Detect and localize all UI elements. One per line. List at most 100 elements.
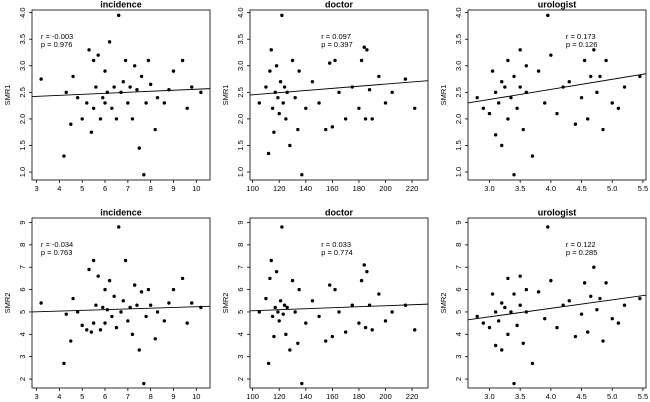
point — [604, 58, 608, 63]
point — [573, 334, 578, 339]
y-tick-label: 6 — [454, 287, 463, 291]
point — [362, 263, 366, 267]
point — [567, 80, 571, 84]
point — [130, 332, 135, 337]
panel-title: urologist — [538, 0, 577, 9]
y-tick-label: 5 — [454, 310, 463, 314]
x-tick-label: 160 — [326, 392, 339, 401]
point — [277, 319, 281, 323]
point — [62, 154, 66, 158]
point — [144, 314, 148, 319]
y-tick-label: 3.5 — [236, 34, 245, 44]
point — [155, 95, 160, 100]
y-axis-title: SMR1 — [3, 85, 12, 106]
point — [383, 319, 388, 323]
x-tick-label: 9 — [171, 184, 175, 193]
point — [300, 172, 304, 177]
point — [71, 296, 75, 301]
y-tick-label: 1.5 — [18, 140, 27, 150]
point — [190, 85, 194, 89]
annotation: p = 0.763 — [41, 248, 73, 257]
x-tick-label: 220 — [406, 184, 419, 193]
point — [500, 80, 504, 84]
point — [549, 278, 553, 283]
point — [383, 101, 388, 105]
point — [506, 117, 510, 121]
y-tick-label: 2.5 — [454, 87, 463, 97]
point — [103, 101, 107, 105]
y-tick-label: 1.0 — [454, 167, 463, 177]
point — [119, 310, 123, 314]
point — [278, 299, 283, 303]
point — [521, 341, 525, 345]
point — [601, 339, 605, 343]
point — [162, 101, 167, 105]
point — [370, 117, 374, 121]
point — [171, 287, 176, 292]
point — [112, 294, 116, 298]
y-tick-label: 1.5 — [236, 140, 245, 150]
point — [272, 334, 276, 339]
point — [126, 101, 130, 105]
plot-frame — [467, 9, 647, 181]
trend-line — [467, 73, 647, 104]
trend-line — [249, 303, 429, 312]
point — [94, 85, 98, 89]
point — [350, 303, 354, 307]
y-tick-label: 3.0 — [454, 61, 463, 71]
point — [80, 117, 84, 121]
point — [91, 106, 96, 110]
point — [264, 85, 268, 89]
point — [123, 258, 128, 263]
x-tick-label: 3.0 — [484, 392, 494, 401]
point — [288, 348, 292, 352]
y-axis-title: SMR1 — [439, 85, 448, 106]
point — [80, 323, 84, 328]
x-tick-label: 160 — [326, 184, 339, 193]
point — [638, 296, 642, 301]
x-tick-label: 100 — [246, 184, 259, 193]
y-tick-label: 3.0 — [236, 61, 245, 71]
point — [363, 117, 368, 121]
x-tick-label: 4 — [57, 184, 61, 193]
point — [503, 85, 507, 89]
point — [506, 276, 510, 281]
point — [546, 225, 550, 229]
point — [257, 101, 261, 105]
y-tick-label: 3.5 — [18, 34, 27, 44]
point — [506, 332, 510, 337]
point — [98, 328, 103, 332]
point — [324, 339, 328, 343]
point — [481, 321, 486, 325]
y-tick-label: 3 — [18, 355, 27, 359]
point — [549, 53, 553, 57]
point — [114, 325, 119, 330]
point — [359, 278, 364, 283]
y-tick-label: 2.5 — [18, 87, 27, 97]
point — [180, 276, 185, 281]
point — [367, 87, 372, 92]
point — [293, 310, 297, 314]
point — [589, 74, 593, 79]
point — [114, 117, 119, 121]
x-tick-label: 5.0 — [607, 184, 617, 193]
y-tick-label: 7 — [236, 265, 245, 269]
point — [500, 143, 504, 148]
point — [330, 334, 335, 339]
point — [146, 287, 151, 292]
y-tick-label: 2.0 — [236, 114, 245, 124]
y-tick-label: 8 — [18, 243, 27, 247]
x-tick-label: 200 — [379, 392, 392, 401]
y-tick-label: 4.0 — [454, 7, 463, 17]
point — [132, 283, 137, 287]
y-tick-label: 5 — [236, 310, 245, 314]
x-tick-label: 5.0 — [607, 392, 617, 401]
y-axis-title: SMR2 — [3, 293, 12, 314]
y-tick-label: 7 — [454, 265, 463, 269]
point — [317, 314, 321, 319]
point — [604, 281, 608, 285]
point — [500, 348, 504, 352]
y-tick-label: 9 — [236, 220, 245, 224]
point — [39, 301, 43, 305]
x-tick-label: 200 — [379, 184, 392, 193]
